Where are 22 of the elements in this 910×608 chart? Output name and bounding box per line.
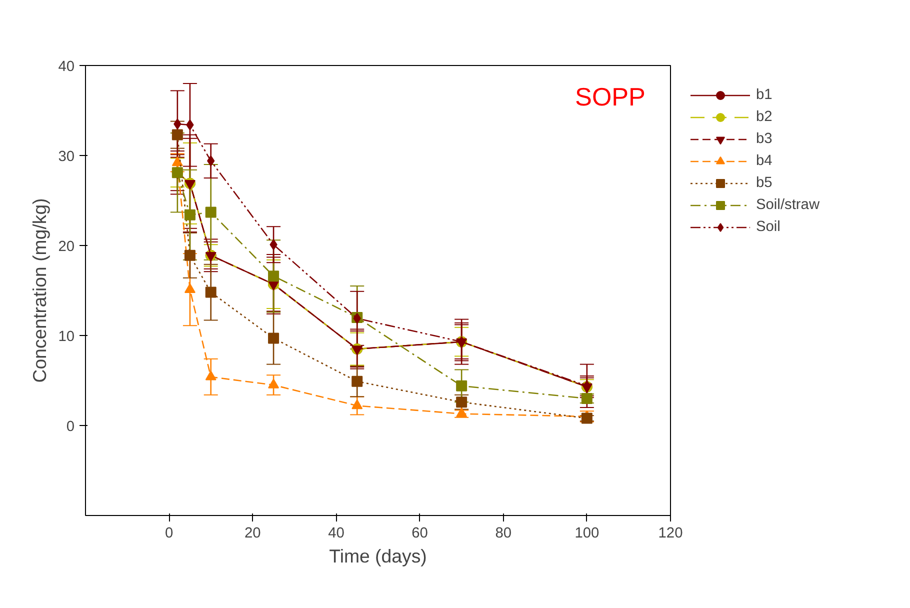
y-tick-label: 20 xyxy=(58,239,75,255)
legend-label: b3 xyxy=(756,131,774,147)
x-tick-label: 40 xyxy=(328,526,344,542)
legend-label: b2 xyxy=(756,109,774,125)
x-tick-label: 60 xyxy=(412,526,428,542)
legend-label: Soil xyxy=(756,219,780,235)
x-axis-title: Time (days) xyxy=(329,546,427,566)
x-tick-label: 0 xyxy=(164,526,174,542)
legend-label: b5 xyxy=(756,175,774,191)
x-tick-label: 120 xyxy=(658,526,683,542)
y-axis-title: Concentration (mg/kg) xyxy=(29,198,50,383)
legend-label: Soil/straw xyxy=(756,197,820,213)
x-tick-label: 100 xyxy=(574,526,600,542)
y-tick-label: 0 xyxy=(66,419,75,435)
annotation: SOPP xyxy=(575,84,646,112)
legend-label: b4 xyxy=(756,153,774,169)
y-tick-label: 10 xyxy=(58,329,75,345)
x-tick-label: 20 xyxy=(244,526,261,542)
legend-label: b1 xyxy=(756,87,774,103)
y-tick-label: 30 xyxy=(58,149,75,165)
y-tick-label: 40 xyxy=(58,59,75,75)
x-tick-label: 80 xyxy=(495,526,512,542)
